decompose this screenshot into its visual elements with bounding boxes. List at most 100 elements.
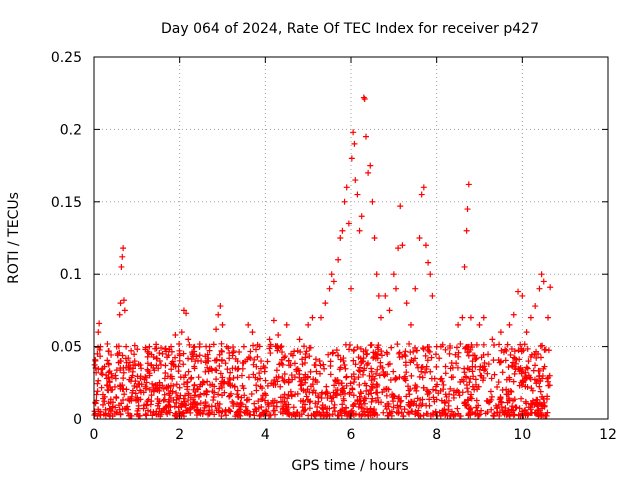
data-point [426, 402, 433, 409]
data-point [210, 397, 217, 404]
data-point [285, 391, 292, 398]
data-point [113, 409, 120, 416]
data-point [299, 398, 306, 405]
data-point [280, 403, 287, 410]
data-point [142, 346, 149, 353]
data-point [102, 412, 109, 419]
data-point [499, 369, 506, 376]
data-point [307, 368, 314, 375]
data-point [305, 321, 312, 328]
data-point [290, 404, 297, 411]
data-point [350, 392, 357, 399]
data-point [264, 358, 271, 365]
data-point [116, 311, 123, 318]
data-point [211, 411, 218, 418]
data-point [142, 385, 149, 392]
data-point [117, 383, 124, 390]
data-point [148, 351, 155, 358]
data-point [227, 376, 234, 383]
data-point [509, 403, 516, 410]
data-point [123, 364, 130, 371]
data-point [328, 271, 335, 278]
data-point [265, 399, 272, 406]
data-point [539, 372, 546, 379]
data-point [217, 370, 224, 377]
data-point [218, 340, 225, 347]
data-point [403, 300, 410, 307]
data-point [169, 375, 176, 382]
data-point [485, 361, 492, 368]
data-point [461, 365, 468, 372]
data-point [176, 384, 183, 391]
data-point [234, 391, 241, 398]
data-point [400, 413, 407, 420]
data-point [465, 352, 472, 359]
data-point [327, 358, 334, 365]
data-point [454, 405, 461, 412]
data-point [180, 395, 187, 402]
data-point [355, 367, 362, 374]
data-point [338, 380, 345, 387]
data-point [194, 406, 201, 413]
data-point [356, 364, 363, 371]
data-point [303, 348, 310, 355]
data-point [447, 385, 454, 392]
data-point [115, 343, 122, 350]
data-point [441, 399, 448, 406]
data-point [430, 386, 437, 393]
data-point [518, 395, 525, 402]
data-point [240, 359, 247, 366]
data-point [504, 399, 511, 406]
data-point [143, 401, 150, 408]
data-point [144, 353, 151, 360]
data-point [475, 412, 482, 419]
data-point [210, 341, 217, 348]
data-point [365, 411, 372, 418]
data-point [278, 343, 285, 350]
data-point [143, 379, 150, 386]
data-point [517, 365, 524, 371]
data-point [222, 360, 229, 367]
data-point [157, 413, 164, 420]
data-point [163, 348, 170, 355]
data-point [352, 361, 359, 368]
data-point [375, 399, 382, 406]
data-point [274, 378, 281, 385]
data-point [266, 345, 273, 352]
data-point [161, 396, 168, 403]
data-point [237, 399, 244, 406]
data-point [214, 400, 221, 407]
data-point [217, 303, 224, 310]
data-point [215, 404, 222, 411]
data-point [332, 387, 339, 394]
data-point [504, 391, 511, 398]
data-point [423, 363, 430, 370]
data-point [306, 353, 313, 360]
data-point [511, 370, 518, 377]
data-point [266, 412, 273, 419]
data-point [401, 373, 408, 380]
data-point [523, 364, 530, 371]
data-point [497, 329, 504, 336]
data-point [191, 363, 198, 370]
data-point [455, 410, 462, 417]
data-point [256, 370, 263, 377]
data-point [96, 320, 103, 327]
data-point [350, 129, 357, 136]
data-point [360, 397, 367, 404]
data-point [108, 387, 115, 394]
data-point [361, 400, 368, 407]
data-point [365, 169, 372, 176]
data-point [173, 399, 180, 406]
data-point [467, 375, 474, 382]
data-point [156, 379, 163, 386]
data-point [178, 329, 185, 336]
data-point [131, 342, 138, 349]
data-point [360, 348, 367, 355]
data-point [445, 397, 452, 404]
data-point [518, 382, 525, 389]
data-points [91, 94, 554, 420]
data-point [229, 398, 236, 405]
data-point [442, 363, 449, 370]
data-point [200, 379, 207, 386]
